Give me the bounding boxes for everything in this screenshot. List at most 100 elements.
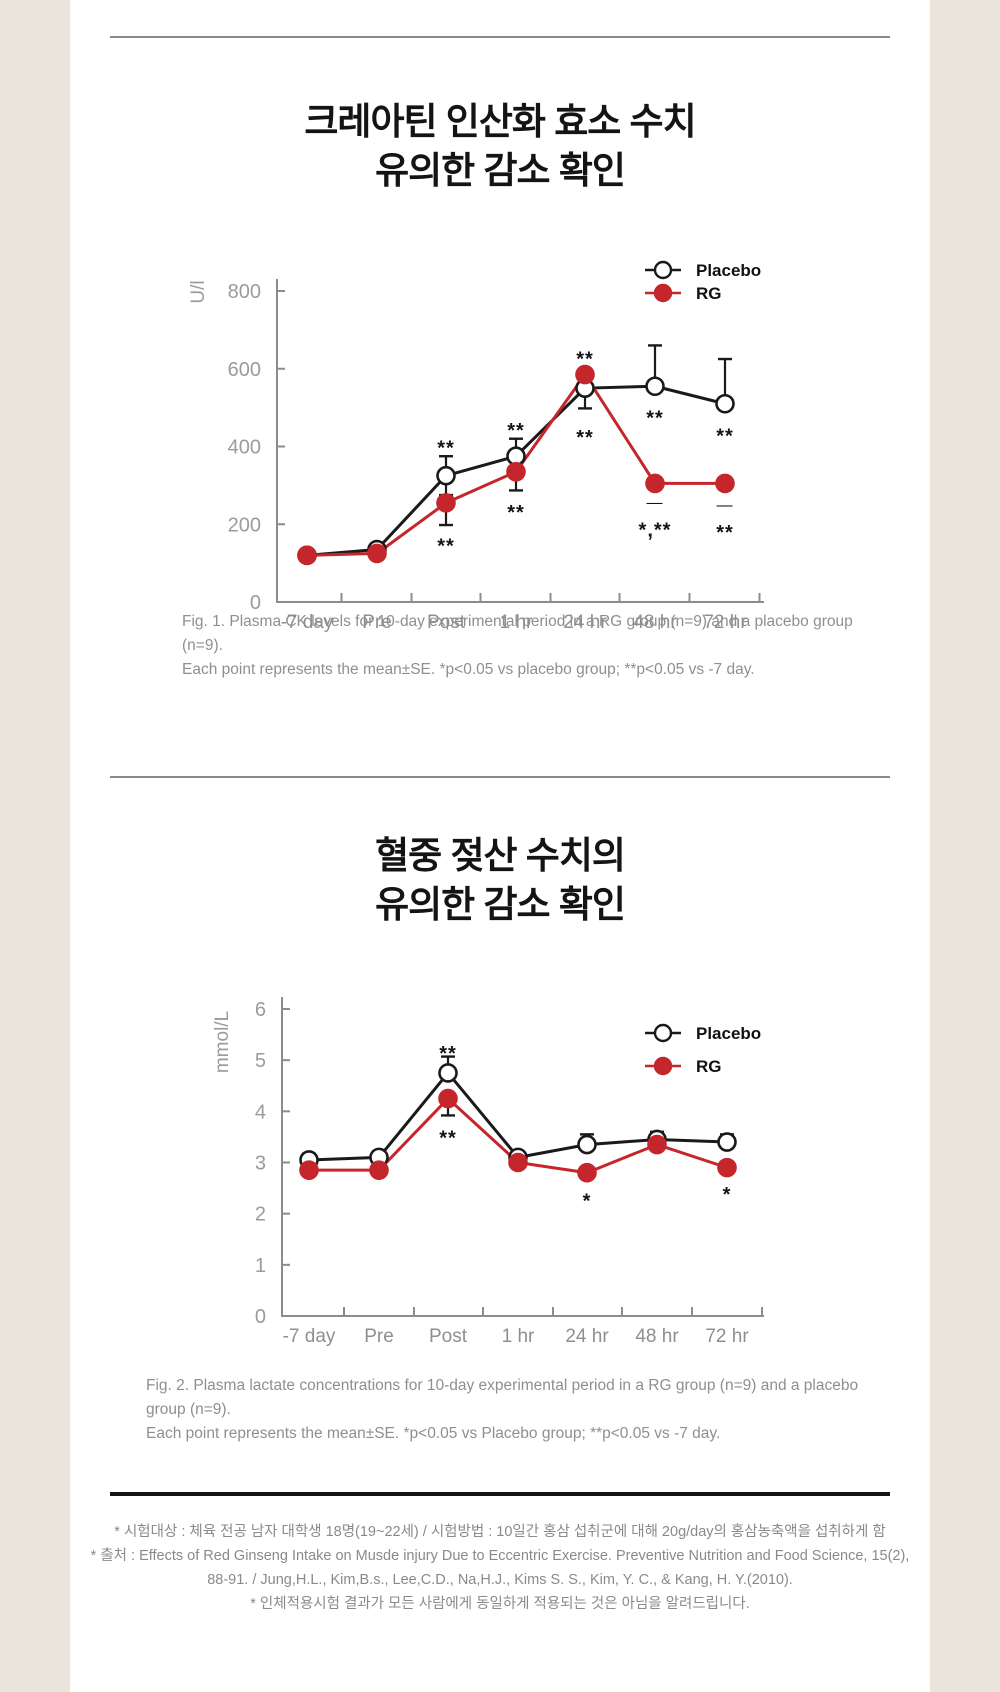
svg-text:Post: Post	[429, 1326, 468, 1347]
fig2-caption-line2: Each point represents the mean±SE. *p<0.…	[146, 1425, 721, 1442]
data-point	[506, 461, 526, 482]
svg-text:2: 2	[255, 1204, 266, 1226]
legend-label-placebo: Placebo	[696, 1024, 761, 1043]
footnote-line-1: * 시험대상 : 체육 전공 남자 대학생 18명(19~22세) / 시험방법…	[114, 1524, 886, 1540]
section2-title-line2: 유의한 감소 확인	[375, 883, 626, 925]
data-point	[299, 1160, 319, 1180]
data-point	[438, 1088, 458, 1109]
svg-text:400: 400	[228, 437, 261, 459]
svg-text:**: **	[576, 427, 594, 449]
svg-text:**: **	[437, 438, 455, 460]
svg-text:72 hr: 72 hr	[703, 612, 747, 633]
fig1-caption-line1: Fig. 1. Plasma CK levels for 10-day expe…	[182, 613, 853, 654]
data-point	[508, 1152, 528, 1173]
footnotes: * 시험대상 : 체육 전공 남자 대학생 18명(19~22세) / 시험방법…	[70, 1520, 930, 1616]
axes: 0 200 400 600 800 -7 day Pre Post 1 hr 24 hr 48 hr…	[188, 279, 764, 633]
svg-text:48 hr: 48 hr	[635, 1326, 679, 1347]
lactate-chart: 0 1 2 3 4 5 6 -7 day Pre Post 1 hr 24 hr 48 hr 72 hr m…	[160, 988, 805, 1421]
footnote-line-3: 88-91. / Jung,H.L., Kim,B.s., Lee,C.D., …	[207, 1572, 793, 1588]
section-divider	[110, 776, 890, 778]
svg-text:24 hr: 24 hr	[565, 1326, 609, 1347]
svg-text:5: 5	[255, 1050, 266, 1072]
svg-text:**: **	[507, 502, 525, 524]
section1-title-line2: 유의한 감소 확인	[375, 149, 626, 191]
legend-marker-placebo	[653, 260, 673, 280]
svg-text:*: *	[583, 1191, 592, 1213]
data-point	[369, 1160, 389, 1180]
series-markers-rg	[299, 1088, 737, 1183]
legend-marker-rg	[653, 283, 673, 303]
svg-text:**: **	[576, 348, 594, 370]
fig2-caption: Fig. 2. Plasma lactate concentrations fo…	[146, 1374, 886, 1446]
legend: Placebo RG	[645, 260, 761, 303]
svg-text:24 hr: 24 hr	[563, 612, 607, 633]
data-point	[717, 1157, 737, 1178]
data-point	[297, 545, 317, 566]
svg-text:0: 0	[255, 1306, 266, 1328]
section2-title-line1: 혈중 젖산 수치의	[375, 835, 626, 876]
svg-text:1: 1	[255, 1255, 266, 1277]
data-point	[438, 1063, 458, 1083]
svg-text:600: 600	[228, 359, 261, 381]
fig1-caption-line2: Each point represents the mean±SE. *p<0.…	[182, 661, 755, 678]
svg-text:**: **	[507, 420, 525, 442]
svg-text:Pre: Pre	[362, 612, 392, 633]
legend: Placebo RG	[645, 1023, 761, 1076]
legend-label-rg: RG	[696, 1057, 722, 1076]
svg-text:4: 4	[255, 1101, 266, 1123]
series-markers-rg	[297, 364, 735, 566]
svg-text:**: **	[716, 425, 734, 447]
data-point	[715, 393, 735, 414]
svg-text:**: **	[439, 1043, 457, 1065]
svg-text:*: *	[723, 1184, 732, 1206]
svg-text:**: **	[716, 522, 734, 544]
data-point	[367, 543, 387, 564]
svg-text:6: 6	[255, 999, 266, 1021]
svg-text:0: 0	[250, 592, 261, 614]
svg-text:Pre: Pre	[364, 1326, 394, 1347]
significance-annotations: ***** *	[439, 1043, 732, 1213]
svg-text:—: —	[647, 495, 664, 512]
plasma-lactate-plot: 0 1 2 3 4 5 6 -7 day Pre Post 1 hr 24 hr 48 hr 72 hr m…	[212, 997, 764, 1347]
svg-text:800: 800	[228, 281, 261, 303]
svg-text:1 hr: 1 hr	[500, 612, 533, 633]
svg-text:**: **	[439, 1128, 457, 1150]
ck-chart: 0 200 400 600 800 -7 day Pre Post 1 hr 24 hr 48 hr…	[160, 228, 805, 649]
data-point	[577, 1162, 597, 1183]
svg-text:48 hr: 48 hr	[633, 612, 677, 633]
footnote-divider	[110, 1492, 890, 1496]
significance-annotations: ** ** ** ** ** ** ** — *,** ** — **	[437, 348, 734, 557]
fig2-caption-line1: Fig. 2. Plasma lactate concentrations fo…	[146, 1377, 859, 1418]
data-point	[577, 1134, 597, 1155]
svg-text:-7 day: -7 day	[283, 1326, 336, 1347]
y-axis-label: U/l	[188, 280, 209, 303]
plasma-ck-plot: 0 200 400 600 800 -7 day Pre Post 1 hr 24 hr 48 hr…	[188, 260, 764, 633]
svg-text:1 hr: 1 hr	[502, 1326, 535, 1347]
axes: 0 1 2 3 4 5 6 -7 day Pre Post 1 hr 24 hr 48 hr 72 hr m…	[212, 997, 764, 1347]
data-point	[436, 493, 456, 513]
section1-title-line1: 크레아틴 인산화 효소 수치	[304, 101, 696, 142]
svg-text:*,**: *,**	[639, 519, 672, 541]
legend-label-rg: RG	[696, 284, 722, 303]
data-point	[645, 473, 665, 494]
svg-text:—: —	[717, 497, 734, 514]
svg-text:**: **	[646, 407, 664, 429]
data-point	[717, 1132, 737, 1152]
legend-marker-placebo	[653, 1023, 673, 1043]
y-axis-label: mmol/L	[212, 1011, 233, 1073]
data-point	[436, 465, 456, 486]
data-point	[647, 1134, 667, 1155]
footnote-line-2: * 출처 : Effects of Red Ginseng Intake on …	[90, 1548, 910, 1564]
footnote-line-4: * 인체적용시험 결과가 모든 사람에게 동일하게 적용되는 것은 아님을 알려…	[250, 1596, 750, 1612]
fig1-caption: Fig. 1. Plasma CK levels for 10-day expe…	[182, 610, 862, 682]
data-point	[575, 364, 595, 385]
data-point	[645, 376, 665, 397]
top-divider	[110, 36, 890, 38]
svg-text:3: 3	[255, 1153, 266, 1175]
svg-text:200: 200	[228, 514, 261, 536]
svg-text:72 hr: 72 hr	[705, 1326, 749, 1347]
svg-text:-7 day: -7 day	[281, 612, 334, 633]
legend-label-placebo: Placebo	[696, 261, 761, 280]
